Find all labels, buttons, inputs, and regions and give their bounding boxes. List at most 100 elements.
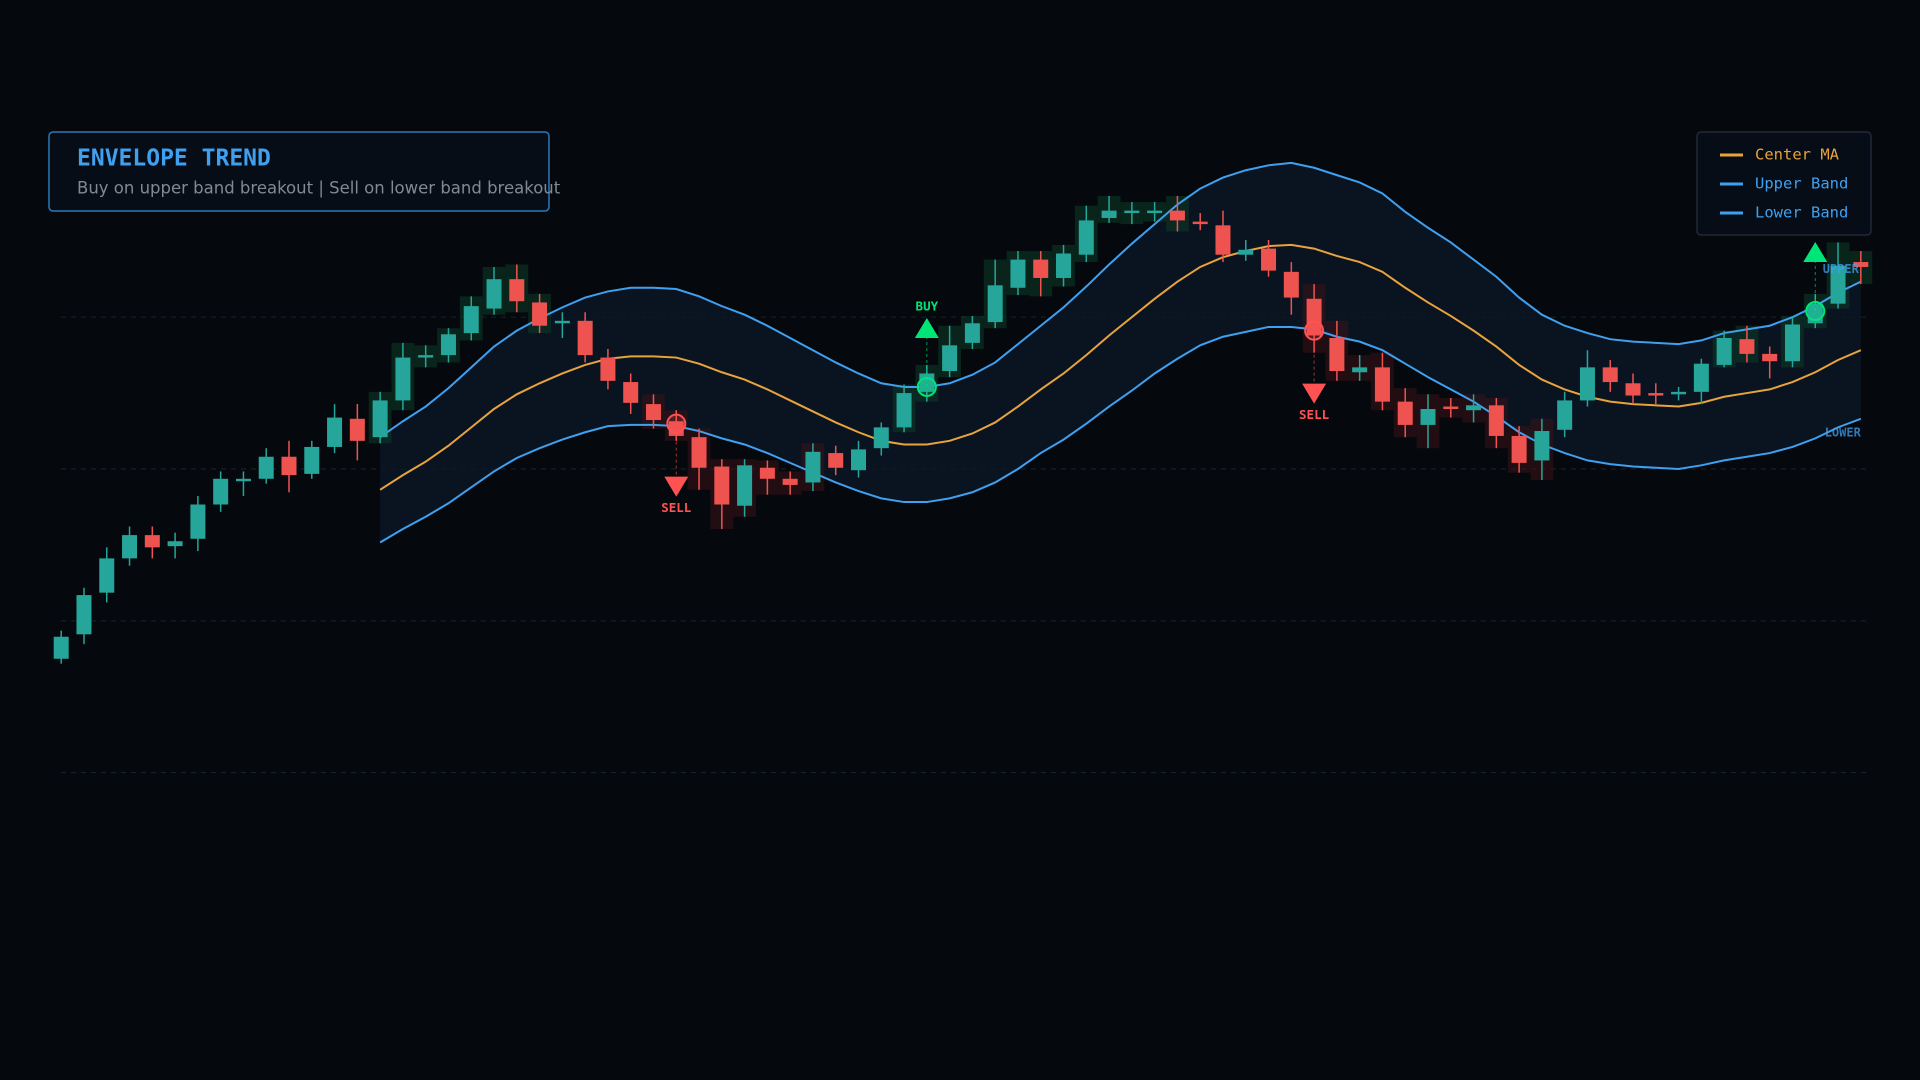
title-frame — [48, 131, 550, 212]
candle-body — [1853, 262, 1869, 267]
candle-body — [1716, 337, 1732, 365]
candle-body — [600, 357, 616, 381]
candle-body — [440, 334, 456, 356]
candle-body — [372, 400, 388, 438]
candle-body — [964, 323, 980, 343]
candle-body — [1056, 253, 1072, 278]
candle-body — [896, 393, 912, 428]
candle-body — [1762, 353, 1778, 362]
chart-title: ENVELOPE TREND — [77, 146, 271, 172]
candle-body — [167, 541, 183, 547]
candle-body — [714, 466, 730, 505]
candle-body — [327, 417, 343, 447]
candle-body — [691, 437, 707, 468]
candle-body — [1557, 400, 1573, 430]
signal-label: SELL — [1299, 407, 1330, 422]
candle-body — [645, 404, 661, 421]
candle-body — [805, 451, 821, 483]
candle-body — [1192, 221, 1208, 225]
legend: Center MA Upper Band Lower Band — [1696, 131, 1872, 236]
candle-body — [463, 306, 479, 334]
candle-body — [987, 285, 1003, 323]
candle-body — [349, 418, 365, 441]
candle-body — [873, 427, 889, 449]
candle-body — [1306, 298, 1322, 336]
candle-body — [1830, 265, 1846, 304]
candle-body — [1739, 339, 1755, 354]
candle-body — [1602, 367, 1618, 383]
candle-body — [828, 453, 844, 468]
candle-body — [1101, 210, 1117, 218]
candle-body — [99, 558, 115, 593]
candle-body — [1693, 363, 1709, 392]
candle-body — [851, 449, 866, 471]
candle-body — [1124, 210, 1140, 214]
candle-body — [1579, 367, 1595, 401]
plot-area: UPPERLOWERSELLBUYSELLBUY — [53, 161, 1873, 664]
band-line — [379, 325, 1862, 544]
chart-subtitle: Buy on upper band breakout | Sell on low… — [77, 179, 561, 198]
candle-body — [759, 467, 775, 479]
candle-body — [1488, 405, 1504, 436]
candle-body — [395, 357, 411, 401]
candle-body — [281, 456, 297, 476]
title-box: ENVELOPE TREND Buy on upper band breakou… — [48, 131, 561, 212]
candle-body — [532, 302, 548, 326]
candle-body — [486, 279, 502, 309]
candle-body — [1511, 435, 1527, 463]
legend-label: Center MA — [1755, 146, 1840, 164]
candle-body — [76, 595, 92, 635]
signal-label: BUY — [916, 298, 939, 313]
candle-body — [1443, 406, 1459, 409]
band-line — [379, 161, 1862, 438]
candle-body — [1033, 259, 1049, 278]
candle-body — [258, 456, 274, 479]
legend-label: Upper Band — [1755, 175, 1848, 193]
candle-body — [737, 465, 753, 506]
signal-label: SELL — [661, 500, 692, 515]
candle-body — [418, 355, 434, 358]
candle-body — [509, 279, 525, 302]
candle-body — [1671, 391, 1687, 395]
candle-body — [1169, 210, 1185, 221]
candle-body — [304, 446, 320, 474]
candle-body — [1534, 431, 1550, 461]
candle-body — [1283, 271, 1299, 298]
candle-body — [1147, 210, 1163, 214]
candle-body — [53, 636, 69, 659]
grid — [61, 316, 1871, 774]
candle-body — [623, 382, 639, 403]
signal-arrow — [1302, 383, 1327, 404]
candle-body — [1010, 259, 1026, 288]
signal-arrow — [664, 476, 689, 497]
candle-body — [1397, 401, 1413, 425]
legend-label: Lower Band — [1755, 204, 1848, 222]
candle-body — [577, 320, 593, 356]
candle-body — [1329, 337, 1345, 372]
signal-arrow — [914, 317, 939, 338]
candle-body — [1078, 220, 1094, 255]
signal-arrow — [1803, 242, 1828, 263]
candle-body — [213, 478, 229, 505]
band-fill — [380, 162, 1861, 543]
candle-body — [1648, 393, 1664, 396]
candle-body — [144, 535, 160, 548]
candle-body — [1784, 324, 1800, 362]
candle-body — [1374, 367, 1390, 402]
candle-body — [235, 478, 251, 482]
legend-frame — [1696, 131, 1872, 236]
candle-body — [782, 478, 798, 485]
lower-band-label: LOWER — [1825, 425, 1862, 439]
candle-body — [1420, 408, 1436, 425]
candle-body — [1466, 405, 1482, 411]
candle-body — [1215, 225, 1231, 255]
candle-body — [942, 345, 958, 372]
candle-body — [1625, 383, 1641, 396]
candle-body — [190, 504, 206, 539]
candle-body — [1261, 248, 1277, 271]
candle-body — [1238, 249, 1254, 255]
candle-body — [122, 535, 138, 559]
candle-body — [554, 320, 570, 324]
